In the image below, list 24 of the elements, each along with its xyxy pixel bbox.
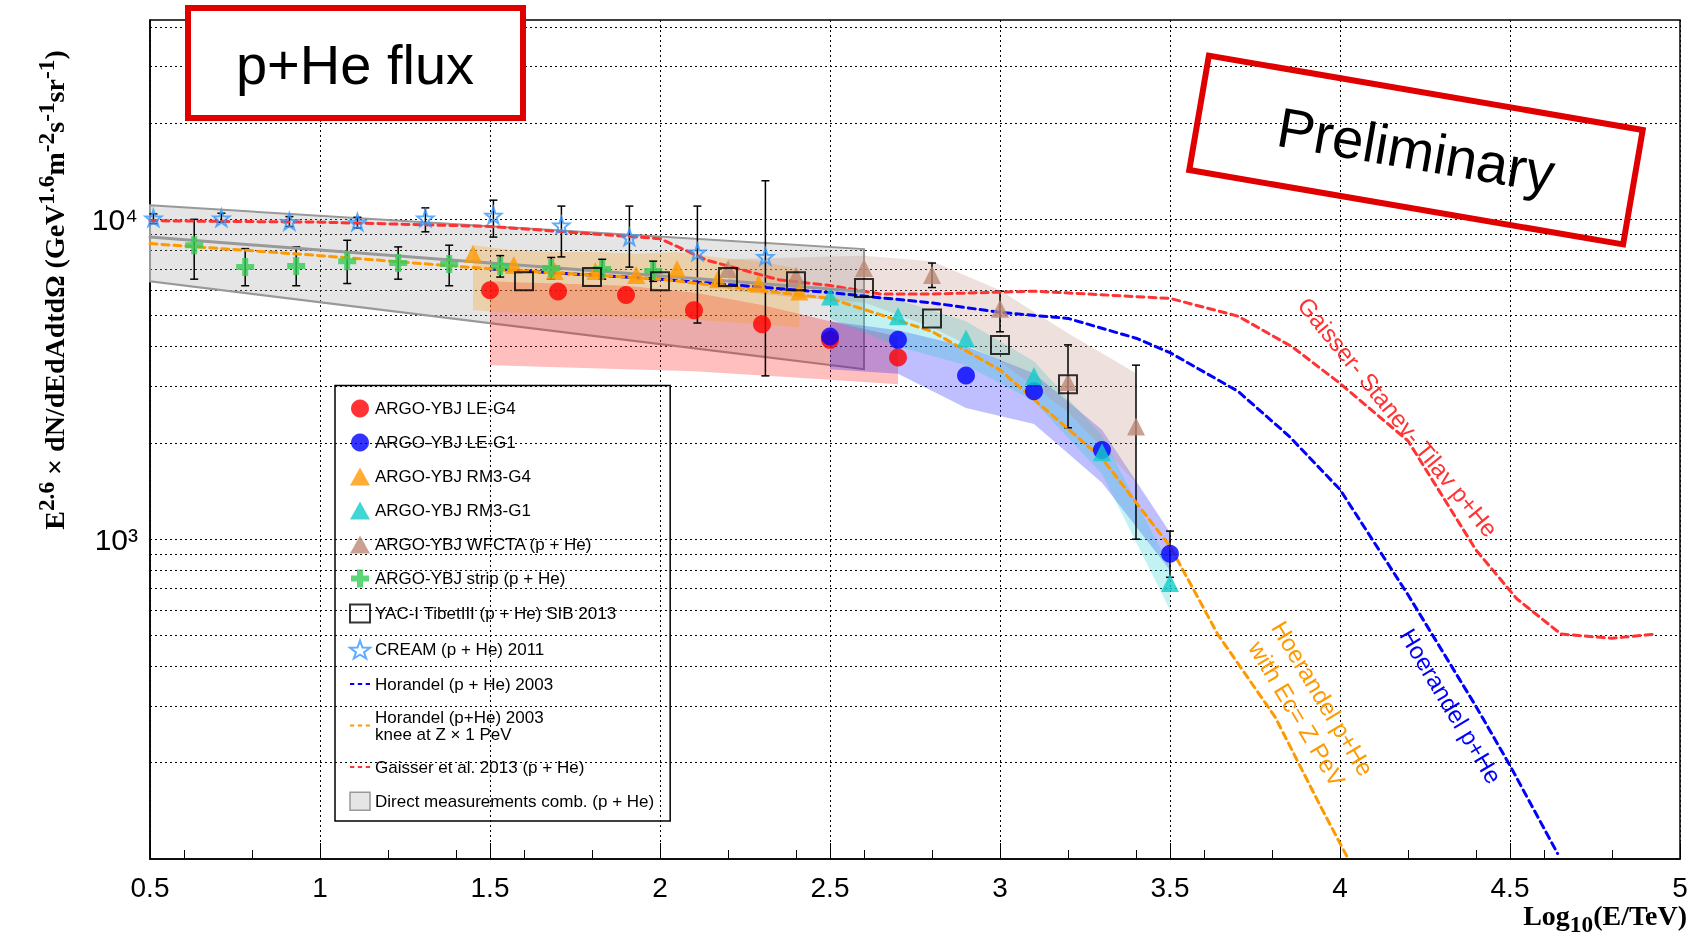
annotation: Preliminary [1272, 95, 1560, 205]
legend-label: ARGO-YBJ LE-G4 [375, 399, 516, 419]
legend-label: ARGO-YBJ RM3-G1 [375, 501, 531, 521]
y-tick-label: 10⁴ [91, 202, 138, 236]
x-tick-label: 0.5 [130, 871, 170, 903]
x-tick-label: 1 [312, 871, 328, 903]
legend-label: CREAM (p + He) 2011 [375, 640, 545, 660]
legend-label: Horandel (p + He) 2003 [375, 674, 554, 694]
x-tick-label: 5 [1672, 871, 1688, 903]
legend-label: Horandel (p+He) 2003 knee at Z × 1 PeV [375, 707, 544, 744]
x-tick-label: 4 [1332, 871, 1348, 903]
y-tick-label: 10³ [94, 522, 139, 556]
x-tick-label: 2 [652, 871, 668, 903]
legend-label: ARGO-YBJ WFCTA (p + He) [375, 535, 592, 555]
x-tick-label: 4.5 [1490, 871, 1530, 903]
x-tick-label: 2.5 [810, 871, 850, 903]
x-axis-title: Log$_{10}$(E/TeV) [1523, 900, 1687, 937]
x-tick-label: 3.5 [1150, 871, 1190, 903]
legend-label: ARGO-YBJ LE-G1 [375, 433, 516, 453]
chart-title: p+He flux [235, 32, 475, 96]
legend-label: Direct measurements comb. (p + He) [375, 791, 655, 811]
x-tick-label: 1.5 [470, 871, 510, 903]
x-tick-label: 3 [992, 871, 1008, 903]
legend-label: ARGO-YBJ RM3-G4 [375, 467, 531, 487]
